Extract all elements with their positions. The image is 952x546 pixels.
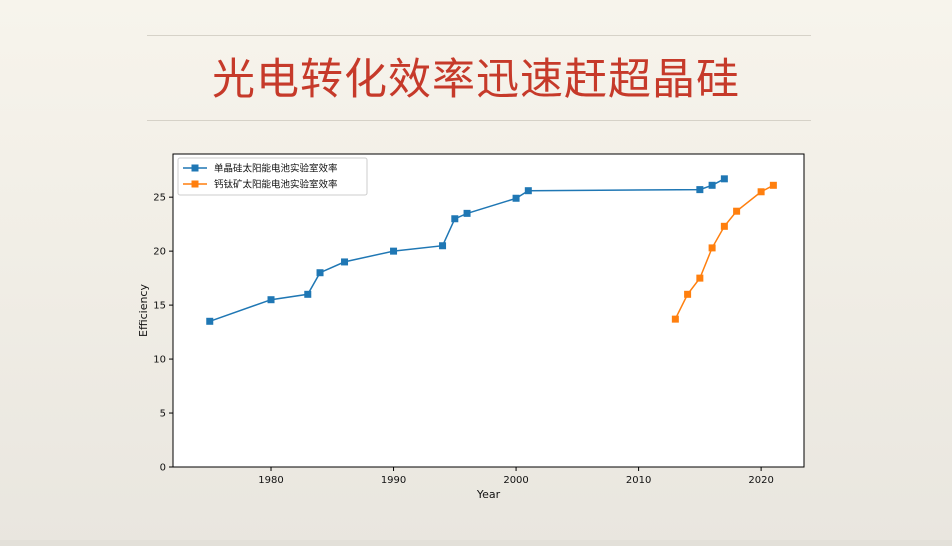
series-1-point — [451, 215, 459, 223]
series-2-point — [671, 315, 679, 323]
y-tick-label: 10 — [153, 355, 166, 366]
series-2-point — [708, 244, 716, 252]
y-axis-label: Efficiency — [137, 284, 150, 337]
x-tick-label: 2010 — [626, 475, 651, 486]
series-1-point — [316, 269, 324, 277]
series-2-point — [733, 207, 741, 215]
series-1-point — [720, 175, 728, 183]
series-1-point — [304, 290, 312, 298]
series-1-point — [206, 317, 214, 325]
legend-marker-1 — [191, 164, 199, 172]
top-divider — [147, 35, 811, 36]
bottom-strip — [0, 540, 952, 546]
series-2-point — [720, 222, 728, 230]
series-2-point — [757, 188, 765, 196]
axes: 1980 1990 2000 2010 2020 0 5 10 15 20 25 — [153, 193, 774, 486]
series-1-point — [439, 242, 447, 250]
y-tick-label: 25 — [153, 193, 166, 204]
legend-label-2: 钙钛矿太阳能电池实验室效率 — [214, 179, 338, 191]
legend-marker-2 — [191, 180, 199, 188]
x-tick-label: 1980 — [258, 475, 283, 486]
series-2-point — [769, 181, 777, 189]
y-tick-label: 0 — [160, 463, 166, 474]
series-1-point — [708, 181, 716, 189]
bottom-divider — [147, 120, 811, 121]
x-tick-label: 1990 — [381, 475, 406, 486]
legend-label-1: 单晶硅太阳能电池实验室效率 — [214, 163, 338, 175]
series-2-point — [696, 274, 704, 282]
legend-box — [177, 157, 368, 196]
series-1-point — [390, 247, 398, 255]
series-1-point — [341, 258, 349, 266]
series-1-point — [512, 194, 520, 202]
plot-area — [173, 154, 804, 467]
series-2-point — [684, 290, 692, 298]
series-1-point — [524, 187, 532, 195]
y-tick-label: 20 — [153, 247, 166, 258]
x-tick-label: 2000 — [503, 475, 528, 486]
y-tick-label: 15 — [153, 301, 166, 312]
series-1-point — [267, 296, 275, 304]
y-tick-label: 5 — [160, 409, 166, 420]
x-tick-label: 2020 — [748, 475, 773, 486]
slide-title: 光电转化效率迅速赶超晶硅 — [212, 55, 740, 105]
x-axis-label: Year — [476, 488, 501, 501]
series-1-point — [463, 209, 471, 217]
plot-frame — [172, 153, 805, 468]
series-layer — [206, 175, 777, 325]
series-1-point — [696, 186, 704, 194]
series-1-line — [209, 178, 725, 323]
